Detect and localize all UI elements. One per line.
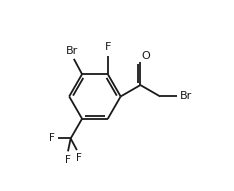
Text: F: F [76, 153, 82, 163]
Text: O: O [142, 51, 150, 61]
Text: F: F [49, 134, 55, 143]
Text: F: F [65, 155, 71, 165]
Text: Br: Br [179, 91, 192, 101]
Text: Br: Br [66, 46, 78, 56]
Text: F: F [105, 42, 111, 53]
